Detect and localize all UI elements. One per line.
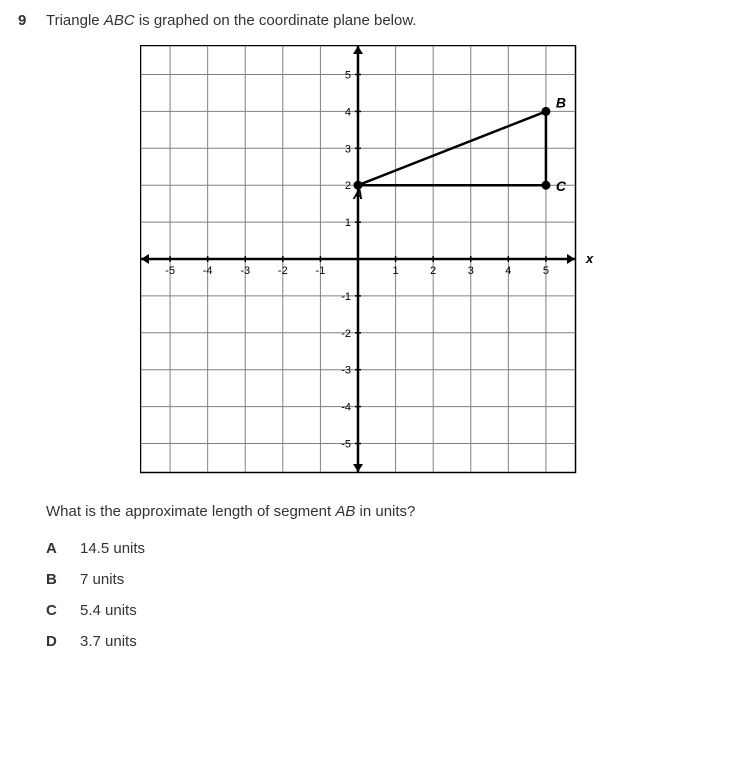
answer-choice: D 3.7 units: [46, 633, 722, 650]
coordinate-plane-svg: -5-4-3-2-112345-5-4-3-2-112345xyABC: [140, 45, 600, 475]
svg-text:-5: -5: [165, 265, 175, 277]
svg-text:3: 3: [468, 265, 474, 277]
svg-text:5: 5: [345, 70, 351, 82]
svg-text:-1: -1: [341, 291, 351, 303]
answer-text: 3.7 units: [80, 633, 137, 650]
answer-choice: C 5.4 units: [46, 602, 722, 619]
svg-text:4: 4: [345, 106, 351, 118]
answer-choice: A 14.5 units: [46, 540, 722, 557]
svg-text:2: 2: [345, 180, 351, 192]
svg-text:A: A: [352, 186, 363, 202]
answer-choices: A 14.5 units B 7 units C 5.4 units D 3.7…: [46, 540, 722, 650]
svg-text:x: x: [585, 251, 594, 266]
svg-text:2: 2: [430, 265, 436, 277]
svg-text:-3: -3: [341, 365, 351, 377]
svg-text:-2: -2: [341, 328, 351, 340]
svg-text:-4: -4: [341, 402, 351, 414]
coordinate-graph: -5-4-3-2-112345-5-4-3-2-112345xyABC: [18, 45, 722, 475]
svg-text:4: 4: [505, 265, 511, 277]
answer-text: 14.5 units: [80, 540, 145, 557]
svg-text:-4: -4: [203, 265, 213, 277]
svg-text:3: 3: [345, 143, 351, 155]
svg-text:1: 1: [345, 217, 351, 229]
followup-question: What is the approximate length of segmen…: [46, 503, 722, 520]
answer-choice: B 7 units: [46, 571, 722, 588]
svg-text:-2: -2: [278, 265, 288, 277]
svg-text:-3: -3: [240, 265, 250, 277]
svg-text:-5: -5: [341, 438, 351, 450]
svg-text:B: B: [556, 94, 566, 110]
answer-letter: A: [46, 540, 80, 557]
answer-text: 7 units: [80, 571, 124, 588]
answer-letter: C: [46, 602, 80, 619]
svg-text:C: C: [556, 178, 567, 194]
answer-letter: D: [46, 633, 80, 650]
answer-letter: B: [46, 571, 80, 588]
svg-text:5: 5: [543, 265, 549, 277]
question-text: Triangle ABC is graphed on the coordinat…: [46, 10, 417, 31]
answer-text: 5.4 units: [80, 602, 137, 619]
svg-text:-1: -1: [316, 265, 326, 277]
question-number: 9: [18, 10, 46, 29]
svg-text:1: 1: [393, 265, 399, 277]
question-row: 9 Triangle ABC is graphed on the coordin…: [18, 10, 722, 31]
